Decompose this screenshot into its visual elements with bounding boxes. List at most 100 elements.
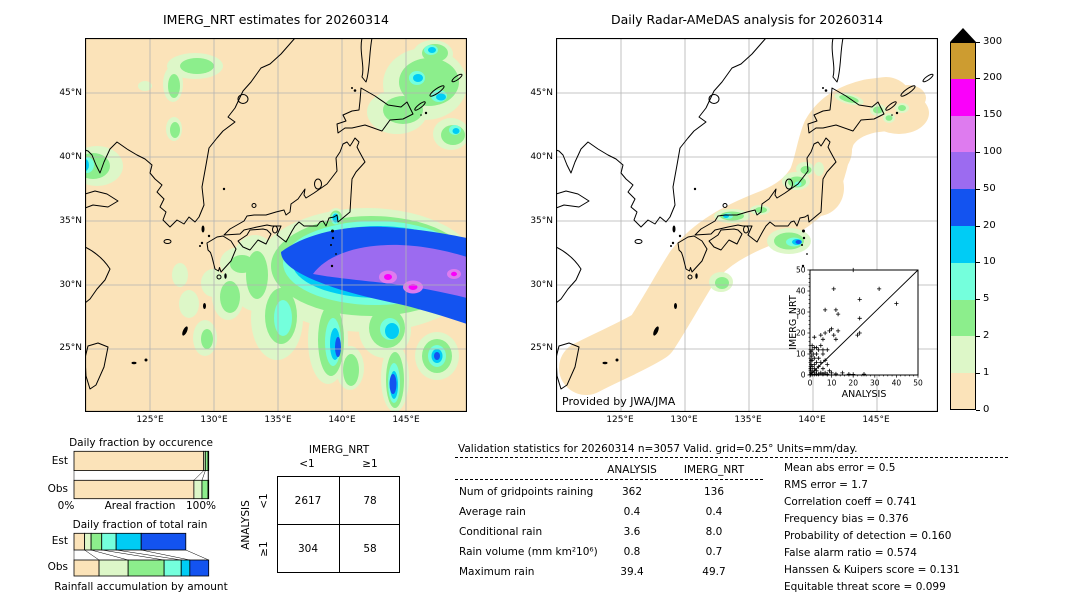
right-map-ytick: 45°N [530, 88, 553, 98]
left-map-ytick: 35°N [59, 216, 82, 226]
validation-analysis-value: 362 [621, 486, 643, 498]
scatter-point [816, 356, 821, 361]
contingency-row-group: ANALYSIS [240, 500, 252, 550]
scatter-point [829, 326, 834, 331]
bar-segment [201, 479, 209, 500]
bar-segment [127, 559, 165, 577]
occurrence-axis-100: 100% [185, 500, 217, 512]
scatter-point [823, 307, 828, 312]
inset-ytick-label: 50 [796, 266, 806, 275]
inset-scatter-points [808, 267, 899, 377]
bar-segment [84, 532, 92, 551]
bar-segment [73, 479, 195, 500]
colorbar-tick-label: 200 [983, 72, 1003, 84]
occurrence-axis-0: 0% [57, 500, 75, 512]
scatter-point [814, 351, 819, 357]
colorbar-segment [950, 152, 976, 190]
right-map-title: Daily Radar-AMeDAS analysis for 20260314 [610, 12, 884, 27]
validation-imerg-value: 0.4 [705, 506, 723, 518]
bar-segment [73, 450, 205, 471]
bar-segment [140, 532, 187, 551]
bar-segment [163, 559, 182, 577]
left-map-ytick: 25°N [59, 343, 82, 353]
validation-row-label: Rain volume (mm km²10⁶) [459, 546, 598, 558]
inset-ytick-label: 40 [796, 287, 806, 296]
colorbar-tick-label: 20 [983, 219, 996, 231]
scatter-point [857, 297, 862, 302]
totalrain-est-label: Est [51, 535, 68, 547]
colorbar-segments [950, 42, 976, 410]
left-map-ytick: 40°N [59, 152, 82, 162]
scatter-point [825, 372, 830, 377]
scatter-point [808, 372, 813, 377]
scatter-point [814, 372, 819, 377]
colorbar-tick-label: 5 [983, 293, 990, 305]
scatter-point [833, 337, 839, 342]
colorbar-tick-label: 10 [983, 256, 996, 268]
colorbar-segment [950, 189, 976, 226]
validation-analysis-value: 0.4 [623, 506, 641, 518]
scatter-point [808, 358, 814, 363]
scatter-point [812, 366, 817, 371]
left-map-xtick: 145°E [392, 415, 420, 425]
colorbar-over-arrow [950, 28, 976, 42]
bar-segment [73, 559, 100, 577]
scatter-point [877, 286, 882, 291]
dashed-rule-top [455, 457, 1008, 458]
score-line: Mean abs error = 0.5 [784, 462, 896, 474]
contingency-cell-value: 2617 [294, 495, 322, 507]
scatter-point [827, 328, 832, 333]
inset-xtick-label: 10 [827, 379, 837, 388]
bar-segment [73, 532, 86, 551]
bar-segment [98, 559, 129, 577]
colorbar-segment [950, 299, 976, 337]
score-line: RMS error = 1.7 [784, 479, 868, 491]
left-map-frame [85, 38, 467, 412]
scatter-point [831, 286, 836, 291]
scatter-point [812, 356, 817, 361]
totalrain-axis-label: Rainfall accumulation by amount [54, 581, 228, 593]
bar-segment [193, 479, 203, 500]
score-line: Hanssen & Kuipers score = 0.131 [784, 564, 960, 576]
contingency-box [277, 476, 400, 573]
scatter-point [857, 316, 862, 321]
inset-xtick-label: 40 [892, 379, 902, 388]
colorbar-segment [950, 373, 976, 410]
left-map-xtick: 135°E [264, 415, 292, 425]
contingency-cell-value: 58 [363, 543, 377, 555]
left-map-xtick: 125°E [136, 415, 164, 425]
validation-row-label: Num of gridpoints raining [459, 486, 594, 498]
flow-connector [84, 549, 100, 561]
flow-connector [116, 549, 182, 561]
scatter-point [851, 372, 856, 377]
scatter-point [857, 330, 862, 336]
scatter-point [820, 351, 826, 357]
colorbar-tick-label: 300 [983, 35, 1003, 47]
left-map-xtick: 130°E [200, 415, 228, 425]
colorbar-tick-label: 150 [983, 109, 1003, 121]
imerg-map [85, 38, 467, 412]
colorbar-segment [950, 115, 976, 153]
inset-xtick-label: 0 [808, 379, 813, 388]
colorbar-tick [976, 188, 980, 190]
scatter-point [846, 372, 851, 377]
scatter-point [812, 370, 817, 375]
inset-ylabel: IMERG_NRT [788, 295, 799, 350]
validation-col-analysis: ANALYSIS [607, 464, 657, 476]
validation-imerg-value: 8.0 [705, 526, 723, 538]
scatter-point [861, 372, 867, 377]
scatter-point [816, 364, 821, 369]
left-map-title: IMERG_NRT estimates for 20260314 [162, 12, 390, 27]
score-line: Frequency bias = 0.376 [784, 513, 909, 525]
contingency-hline [278, 524, 399, 525]
scatter-point [820, 371, 826, 377]
colorbar-tick [976, 372, 980, 374]
colorbar-tick-label: 2 [983, 329, 990, 341]
scatter-point [855, 333, 860, 338]
validation-row-label: Maximum rain [459, 566, 535, 578]
colorbar-segment [950, 336, 976, 374]
colorbar-frame [950, 42, 976, 410]
scatter-point [818, 370, 823, 375]
score-line: False alarm ratio = 0.574 [784, 547, 917, 559]
